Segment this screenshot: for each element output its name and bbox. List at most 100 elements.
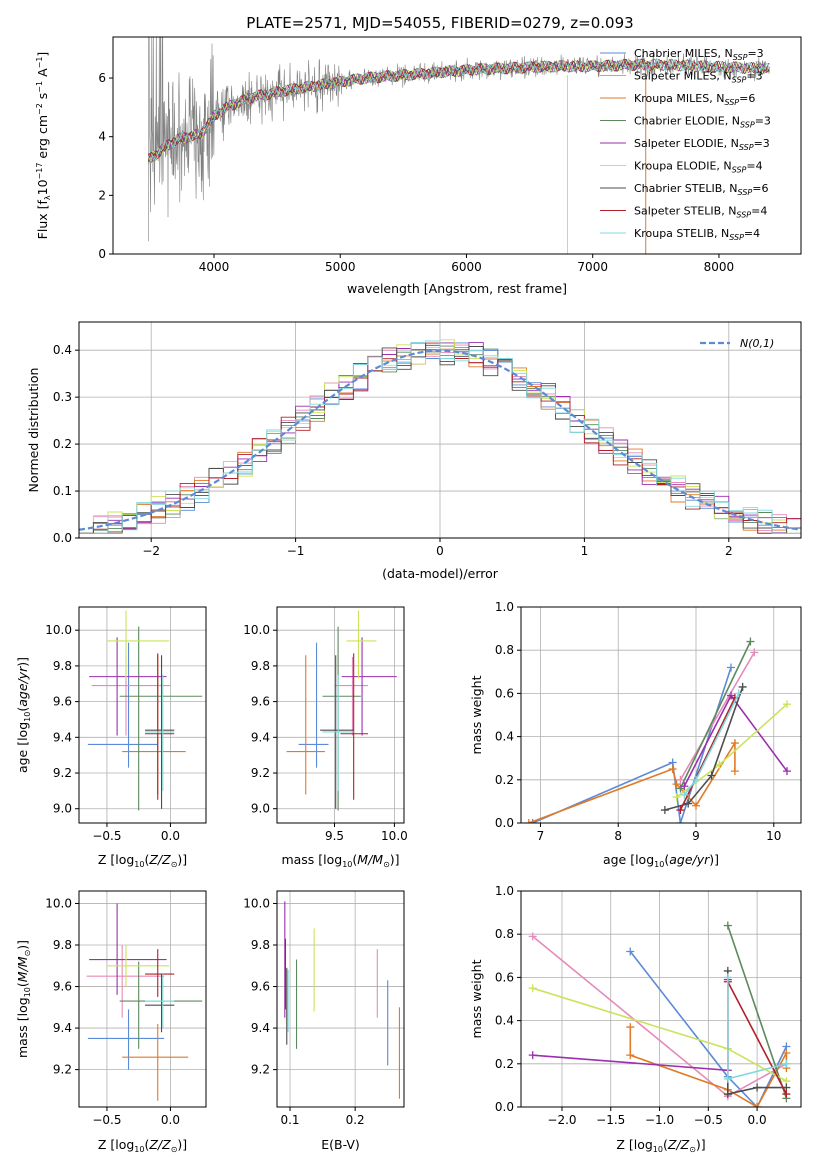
plot-area (528, 921, 791, 1107)
weight-point-kroupa_stelib (692, 775, 700, 784)
axes-frame (276, 890, 405, 1108)
weight-point-chabrier_miles (626, 947, 635, 956)
y-tick-label: 9.8 (53, 659, 72, 673)
weight-point-kroupa_stelib (723, 973, 732, 982)
panel-spectrum: 4000 5000 6000 7000 8000 0 2 4 6 wavelength [Angs… (35, 36, 802, 296)
x-tick-label: 8 (614, 829, 622, 843)
weight-point-kroupa_miles (730, 767, 739, 776)
weight-point-chabrier_stelib (738, 682, 747, 691)
x-tick-label: 9.5 (325, 829, 344, 843)
y-tick-label: 0 (98, 247, 106, 261)
weight-point-kroupa_stelib (680, 790, 689, 799)
x-axis-label: Z [log10(Z/Z⊙)] (616, 1137, 705, 1154)
weight-point-kroupa_stelib (734, 689, 743, 698)
x-tick-label: −0.5 (92, 829, 121, 843)
x-axis-label: Z [log10(Z/Z⊙)] (98, 852, 187, 869)
x-tick-label: 5000 (325, 260, 356, 274)
x-tick-label: 9 (692, 829, 700, 843)
x-axis-label: Z [log10(Z/Z⊙)] (98, 1137, 187, 1154)
y-axis-label: mass [log10(M/M⊙)] (15, 940, 32, 1058)
weight-line-chabrier_miles (629, 951, 788, 1107)
x-axis-label: E(B-V) (321, 1137, 360, 1152)
y-tick-label: 9.2 (251, 766, 270, 780)
legend-label: Salpeter ELODIE, NSSP=3 (634, 137, 770, 152)
x-tick-label: −1.0 (645, 1113, 674, 1127)
y-axis-label: Normed distribution (26, 368, 41, 493)
panel-mass_vs_Z: −0.5 0.0 9.2 9.4 9.6 9.8 10.0 Z [log10(Z/Z⊙)] ma… (15, 890, 207, 1154)
weight-point-chabrier_miles (676, 819, 685, 823)
y-tick-label: 9.6 (53, 695, 72, 709)
legend-label: Kroupa STELIB, NSSP=4 (634, 227, 760, 242)
x-tick-label: −2 (142, 544, 160, 558)
y-tick-label: 4 (98, 130, 106, 144)
y-tick-label: 10.0 (243, 623, 270, 637)
weight-point-kroupa_miles (672, 780, 681, 789)
model-spectrum-kroupa_elodie (148, 59, 770, 164)
y-tick-label: 9.8 (251, 659, 270, 673)
model-spectrum-salpeter_stelib (147, 58, 770, 159)
weight-point-kroupa_miles (730, 739, 739, 748)
x-tick-label: 4000 (199, 260, 230, 274)
x-tick-label: 7000 (577, 260, 608, 274)
x-tick-label: −0.5 (92, 1113, 121, 1127)
legend-label: Salpeter MILES, NSSP=3 (634, 70, 763, 85)
y-tick-label: 0.0 (495, 1100, 514, 1114)
plot-area (284, 901, 400, 1099)
weight-point-kroupa_miles (626, 1023, 635, 1032)
y-tick-label: 2 (98, 188, 106, 202)
plot-area (286, 610, 397, 811)
x-tick-label: 10.0 (381, 829, 408, 843)
y-tick-label: 9.2 (251, 1063, 270, 1077)
axes-frame (520, 606, 802, 824)
x-tick-label: 10 (766, 829, 781, 843)
y-tick-label: 0.2 (495, 1057, 514, 1071)
weight-point-chabrier_stelib (723, 1090, 732, 1099)
x-tick-label: 2 (725, 544, 733, 558)
y-tick-label: 9.4 (251, 1021, 270, 1035)
figure-title: PLATE=2571, MJD=54055, FIBERID=0279, z=0… (246, 14, 633, 32)
y-tick-label: 0.2 (495, 773, 514, 787)
weight-point-chabrier_elodie (723, 921, 732, 930)
y-tick-label: 10.0 (45, 623, 72, 637)
weight-point-salpeter_elodie (528, 1051, 537, 1060)
plot-area (147, 37, 770, 254)
weight-point-kroupa_stelib (723, 1074, 732, 1083)
y-tick-label: 0.2 (53, 437, 72, 451)
panel-weight_vs_age: 7 8 9 10 0.0 0.2 0.4 0.6 0.8 1.0 mass weight age [l… (469, 600, 802, 869)
y-tick-label: 9.2 (53, 766, 72, 780)
y-tick-label: 0.4 (53, 343, 72, 357)
legend-label: Chabrier STELIB, NSSP=6 (634, 182, 768, 197)
y-axis-label: mass weight (469, 675, 484, 754)
y-tick-label: 10.0 (45, 896, 72, 910)
legend-label: N(0,1) (740, 337, 774, 350)
plot-area (79, 339, 801, 534)
legend-label: Kroupa MILES, NSSP=6 (634, 92, 755, 107)
axes-frame (112, 36, 802, 255)
legend-label: Chabrier ELODIE, NSSP=3 (634, 115, 771, 130)
weight-point-salpeter_miles (528, 932, 537, 941)
model-spectrum-kroupa_stelib (147, 58, 770, 161)
y-tick-label: 6 (98, 71, 106, 85)
x-axis-label: mass [log10(M/M⊙)] (281, 852, 399, 869)
x-tick-label: 0.0 (748, 1113, 767, 1127)
y-tick-label: 0.8 (495, 927, 514, 941)
y-tick-label: 9.6 (53, 980, 72, 994)
panel-age_vs_mass: 9.5 10.0 9.0 9.2 9.4 9.6 9.8 10.0 mass [log10(M/… (243, 606, 408, 869)
legend-label: Kroupa ELODIE, NSSP=4 (634, 160, 763, 175)
y-tick-label: 0.8 (495, 643, 514, 657)
y-tick-label: 1.0 (495, 600, 514, 614)
y-tick-label: 0.4 (495, 730, 514, 744)
y-tick-label: 9.0 (53, 802, 72, 816)
axes-frame (520, 890, 802, 1108)
plot-area (524, 637, 791, 823)
weight-point-chabrier_miles (528, 819, 537, 823)
x-axis-label: age [log10(age/yr)] (603, 852, 719, 869)
weight-point-chabrier_stelib (753, 1083, 762, 1092)
axes-frame (78, 606, 207, 824)
weight-point-salpeter_elodie (783, 767, 791, 776)
panel-age_vs_Z: −0.5 0.0 9.0 9.2 9.4 9.6 9.8 10.0 Z [log10(Z/Z⊙)… (15, 606, 207, 869)
plot-area (86, 903, 203, 1101)
axes-frame (276, 606, 405, 824)
weight-point-chabrier_stelib (707, 771, 716, 780)
